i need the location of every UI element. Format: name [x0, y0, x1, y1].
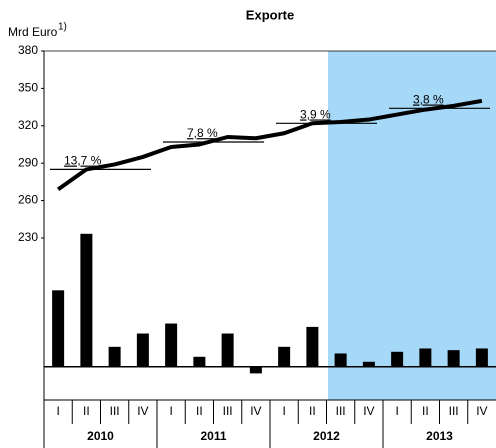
- y-axis-footnote: 1): [58, 22, 67, 33]
- x-tick-label: III: [110, 404, 120, 418]
- y-tick-label: 380: [18, 43, 38, 57]
- year-label: 2011: [200, 429, 226, 443]
- bar: [165, 323, 178, 367]
- chart-title: Exporte: [246, 7, 294, 22]
- y-tick-label: 230: [18, 230, 38, 244]
- y-axis-label: Mrd Euro: [8, 25, 58, 39]
- bar: [362, 361, 375, 367]
- forecast-shade: [328, 51, 496, 400]
- x-tick-label: II: [309, 404, 316, 418]
- x-tick-label: I: [56, 404, 59, 418]
- bar: [475, 348, 488, 367]
- bar: [80, 233, 93, 367]
- bar: [391, 351, 404, 367]
- x-tick-label: II: [422, 404, 429, 418]
- x-tick-label: III: [449, 404, 459, 418]
- x-tick-label: I: [282, 404, 285, 418]
- annual-average-label: 7,8 %: [187, 126, 218, 140]
- x-tick-label: I: [395, 404, 398, 418]
- annual-average-label: 13,7 %: [64, 154, 102, 168]
- bar: [221, 333, 234, 367]
- year-label: 2010: [87, 429, 114, 443]
- x-tick-label: IV: [363, 404, 374, 418]
- bar: [193, 356, 206, 367]
- bar: [334, 353, 347, 367]
- x-tick-label: II: [83, 404, 90, 418]
- x-tick-label: III: [223, 404, 233, 418]
- x-tick-label: IV: [137, 404, 148, 418]
- bar: [108, 346, 121, 367]
- x-tick-label: IV: [250, 404, 261, 418]
- bar: [419, 348, 432, 367]
- annual-average-label: 3,9 %: [300, 107, 331, 121]
- x-tick-label: I: [169, 404, 172, 418]
- annual-average-label: 3,8 %: [413, 93, 444, 107]
- bar: [52, 290, 65, 367]
- x-tick-label: II: [196, 404, 203, 418]
- line: [56, 98, 483, 191]
- y-tick-label: 320: [18, 118, 38, 132]
- bar: [447, 350, 460, 367]
- y-tick-label: 290: [18, 155, 38, 169]
- y-tick-label: 260: [18, 193, 38, 207]
- x-tick-label: III: [336, 404, 346, 418]
- bar: [249, 366, 262, 374]
- bar: [278, 346, 291, 367]
- bar: [136, 333, 149, 367]
- year-label: 2013: [426, 429, 453, 443]
- x-tick-label: IV: [476, 404, 487, 418]
- bar: [306, 326, 319, 367]
- year-label: 2012: [313, 429, 340, 443]
- y-tick-label: 350: [18, 81, 38, 95]
